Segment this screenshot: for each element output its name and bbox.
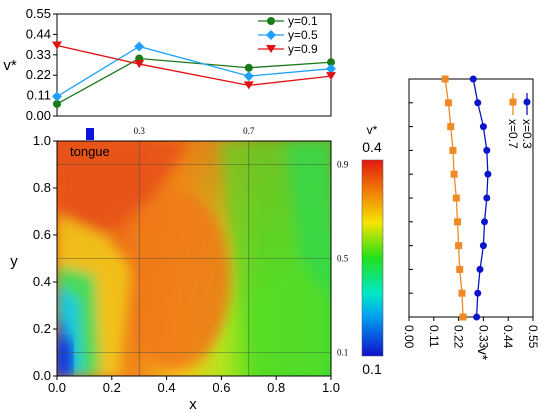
profile-series-point-0: [484, 170, 492, 178]
top-series-point-1: [243, 71, 254, 82]
top-series-line-0: [56, 57, 332, 105]
legend-marker: [267, 17, 275, 25]
heatmap-y-axis-label: y: [10, 253, 18, 270]
profile-chart-legend: x=0.3x=0.7: [506, 93, 534, 149]
profile-v-tick-label: 0.55: [526, 325, 540, 349]
top-y-tick-label: 0.55: [26, 6, 51, 21]
profile-series-point-1: [447, 123, 455, 131]
top-y-tick-label: 0.11: [27, 88, 51, 103]
profile-v-tick-label: 0.00: [402, 325, 416, 349]
profile-v-tick-label: 0.33: [476, 325, 490, 349]
top-series-point-2: [326, 72, 336, 81]
heatmap-y-tick-label: 0.2: [33, 321, 51, 336]
top-y-tick-label: 0.22: [26, 67, 51, 82]
heatmap-right-tick-label: 0.5: [337, 254, 349, 264]
heatmap-top-tick-label: 0.7: [243, 126, 255, 136]
heatmap-y-tick-label: 0.0: [33, 368, 51, 383]
vertical-profile-chart: 0.00 0.11 0.22 0.33 0.44 0.55 x=0.3x=0.7 v*: [402, 75, 540, 361]
tongue-marker: [86, 128, 94, 140]
profile-series-point-1: [453, 218, 461, 226]
profile-series-point-1: [455, 242, 463, 250]
profile-series-point-1: [452, 194, 460, 202]
profile-series-point-1: [450, 170, 458, 178]
profile-legend-label: x=0.7: [506, 119, 520, 149]
colorbar: [361, 159, 384, 357]
profile-v-tick-label: 0.22: [452, 325, 466, 349]
heatmap-right-tick-label: 0.9: [337, 160, 349, 170]
top-y-tick-label: 0.00: [26, 108, 51, 123]
profile-v-tick-label: 0.11: [427, 325, 441, 348]
profile-series-point-1: [458, 289, 466, 297]
profile-series-point-1: [441, 75, 449, 83]
profile-legend-marker: [509, 98, 517, 106]
top-series-point-2: [134, 60, 145, 69]
heatmap-y-tick-label: 0.4: [33, 274, 51, 289]
profile-series-point-0: [474, 99, 482, 107]
heatmap-chart: tongue 0.0 0.2 0.4 0.6 0.8 1.0 0.0 0.2 0.4 0.6 0.8…: [10, 123, 384, 413]
heatmap-right-tick-label: 0.1: [337, 348, 348, 358]
top-series-line-1: [56, 45, 332, 98]
heatmap-x-axis-label: x: [189, 396, 197, 413]
profile-series-point-1: [449, 146, 457, 154]
colorbar-max-label: 0.4: [362, 139, 382, 155]
heatmap-x-tick-label: 1.0: [322, 380, 340, 395]
profile-chart-ticks: 0.00 0.11 0.22 0.33 0.44 0.55: [402, 78, 540, 349]
profile-series-point-0: [483, 146, 491, 154]
profile-v-tick-label: 0.44: [501, 325, 515, 349]
profile-series-point-0: [476, 265, 484, 273]
profile-series-point-1: [459, 313, 467, 321]
top-line-chart: 0.00 0.11 0.22 0.33 0.44 0.55 v* y=0.1y=0.5y=…: [3, 6, 336, 123]
profile-series-point-0: [474, 289, 482, 297]
top-series-point-2: [243, 81, 254, 90]
profile-series-point-0: [473, 313, 481, 321]
profile-series-point-0: [481, 218, 489, 226]
tongue-annotation: tongue: [70, 144, 110, 159]
heatmap-y-tick-label: 1.0: [33, 133, 51, 148]
top-chart-y-ticks: 0.00 0.11 0.22 0.33 0.44 0.55: [26, 6, 57, 123]
profile-series-point-1: [444, 99, 452, 107]
top-series-point-2: [52, 41, 62, 50]
top-series-point-0: [327, 58, 335, 67]
heatmap-y-tick-label: 0.6: [33, 227, 51, 242]
profile-chart-series: [441, 75, 492, 321]
top-series-point-0: [53, 99, 61, 108]
top-chart-legend: y=0.1y=0.5y=0.9: [258, 14, 318, 56]
top-series-point-1: [52, 91, 62, 102]
top-series-point-1: [326, 63, 336, 74]
colorbar-min-label: 0.1: [362, 361, 382, 377]
colorbar-title: v*: [367, 123, 378, 137]
heatmap-reference-lines: [57, 141, 331, 376]
profile-series-point-0: [483, 194, 491, 202]
heatmap-frame: [56, 140, 332, 377]
top-series-point-0: [244, 63, 253, 72]
legend-label: y=0.9: [288, 42, 318, 56]
heatmap-x-tick-label: 0.0: [48, 380, 66, 395]
top-chart-series: [52, 41, 336, 108]
top-chart-y-axis-label: v*: [3, 57, 17, 74]
heatmap-x-tick-label: 0.4: [158, 380, 176, 395]
profile-chart-axis-label: v*: [475, 348, 491, 361]
profile-series-point-0: [479, 242, 487, 250]
heatmap-x-tick-label: 0.8: [267, 380, 285, 395]
legend-marker: [266, 45, 276, 53]
heatmap-axis-ticks: 0.0 0.2 0.4 0.6 0.8 1.0 0.0 0.2 0.4 0.6 0.8 1.0 0.3 0…: [33, 126, 349, 395]
profile-legend-marker: [523, 98, 531, 106]
profile-series-point-0: [479, 123, 487, 131]
profile-series-point-1: [456, 265, 464, 273]
legend-label: y=0.5: [288, 28, 318, 42]
top-y-tick-label: 0.33: [26, 47, 51, 62]
profile-series-point-0: [469, 75, 477, 83]
top-series-line-2: [56, 44, 332, 87]
legend-label: y=0.1: [288, 14, 318, 28]
top-y-tick-label: 0.44: [26, 26, 51, 41]
heatmap-top-tick-label: 0.3: [134, 126, 146, 136]
heatmap-x-tick-label: 0.2: [103, 380, 121, 395]
profile-chart-frame: [408, 78, 534, 318]
heatmap-x-tick-label: 0.6: [212, 380, 230, 395]
profile-legend-label: x=0.3: [520, 119, 534, 149]
heatmap-y-tick-label: 0.8: [33, 180, 51, 195]
legend-marker: [266, 30, 276, 40]
top-series-point-1: [134, 41, 145, 52]
